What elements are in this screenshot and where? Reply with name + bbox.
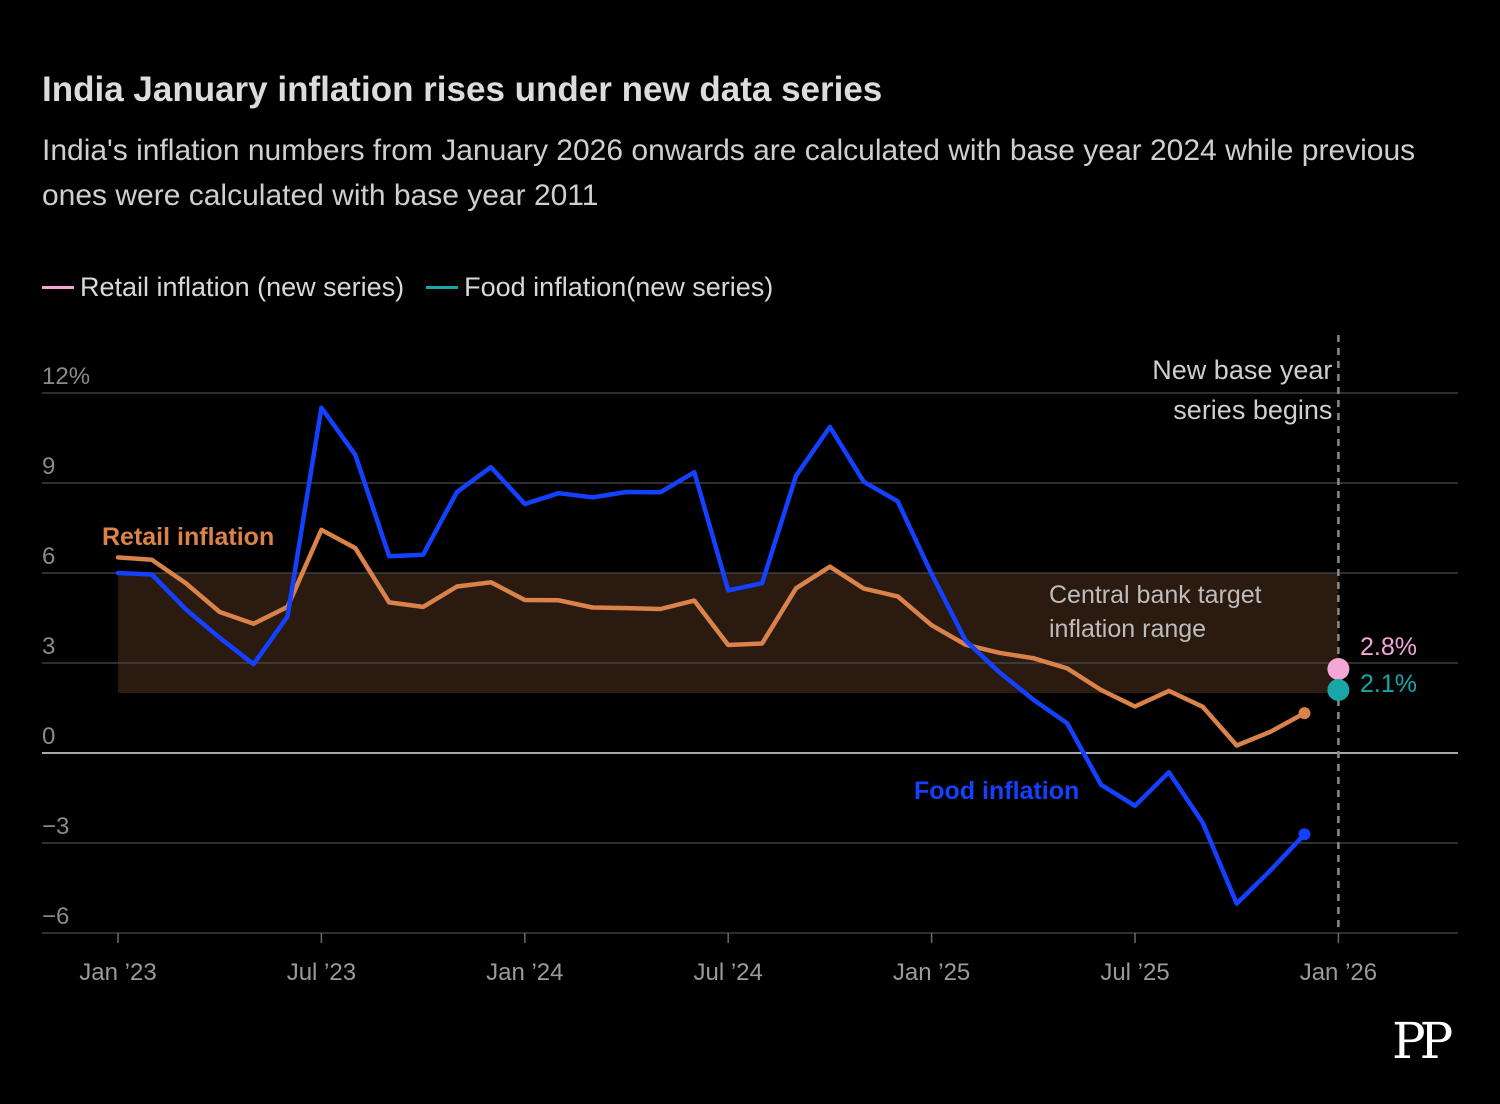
- legend: Retail inflation (new series) Food infla…: [42, 272, 795, 303]
- legend-item-food: Food inflation(new series): [426, 272, 773, 303]
- legend-label-retail: Retail inflation (new series): [80, 272, 405, 302]
- legend-swatch-food: [426, 286, 459, 289]
- x-tick-label-5: Jul ’25: [1100, 959, 1169, 986]
- legend-label-food: Food inflation(new series): [464, 272, 774, 302]
- y-tick-label-0: 12%: [42, 363, 90, 390]
- logo: PP: [1392, 1012, 1453, 1070]
- y-tick-label-5: −3: [42, 813, 69, 840]
- new-series-label-food: 2.1%: [1360, 670, 1417, 698]
- y-tick-label-1: 9: [42, 453, 55, 480]
- new-series-point-retail: [1327, 658, 1350, 680]
- x-tick-label-2: Jan ’24: [486, 959, 563, 986]
- new-series-point-food: [1327, 679, 1350, 701]
- new-series-label-retail: 2.8%: [1360, 633, 1417, 661]
- x-tick-label-4: Jan ’25: [893, 959, 970, 986]
- x-tick-label-1: Jul ’23: [287, 959, 356, 986]
- marker-label-line2: series begins: [1173, 395, 1332, 425]
- x-tick-label-6: Jan ’26: [1300, 959, 1377, 986]
- series-line-food: [115, 405, 1307, 906]
- x-tick-label-0: Jan ’23: [79, 959, 156, 986]
- legend-swatch-retail: [42, 286, 74, 289]
- target-band-label-line1: Central bank target: [1049, 581, 1262, 609]
- target-band-label-line2: inflation range: [1049, 615, 1206, 643]
- y-tick-label-3: 3: [42, 633, 55, 660]
- series-end-point-retail: [1298, 707, 1311, 720]
- y-tick-label-2: 6: [42, 543, 55, 570]
- y-tick-label-4: 0: [42, 723, 55, 750]
- legend-item-retail: Retail inflation (new series): [42, 272, 404, 303]
- series-end-point-food: [1298, 828, 1311, 841]
- y-tick-label-6: −6: [42, 903, 69, 930]
- series-line-retail: [115, 527, 1307, 748]
- marker-label-line1: New base year: [1152, 355, 1332, 385]
- chart-subtitle: India's inflation numbers from January 2…: [42, 134, 1416, 212]
- x-tick-label-3: Jul ’24: [694, 959, 763, 986]
- retail-series-label: Retail inflation: [102, 523, 274, 551]
- food-series-label: Food inflation: [914, 777, 1079, 805]
- chart-title: India January inflation rises under new …: [42, 70, 883, 109]
- target-band: [118, 573, 1339, 693]
